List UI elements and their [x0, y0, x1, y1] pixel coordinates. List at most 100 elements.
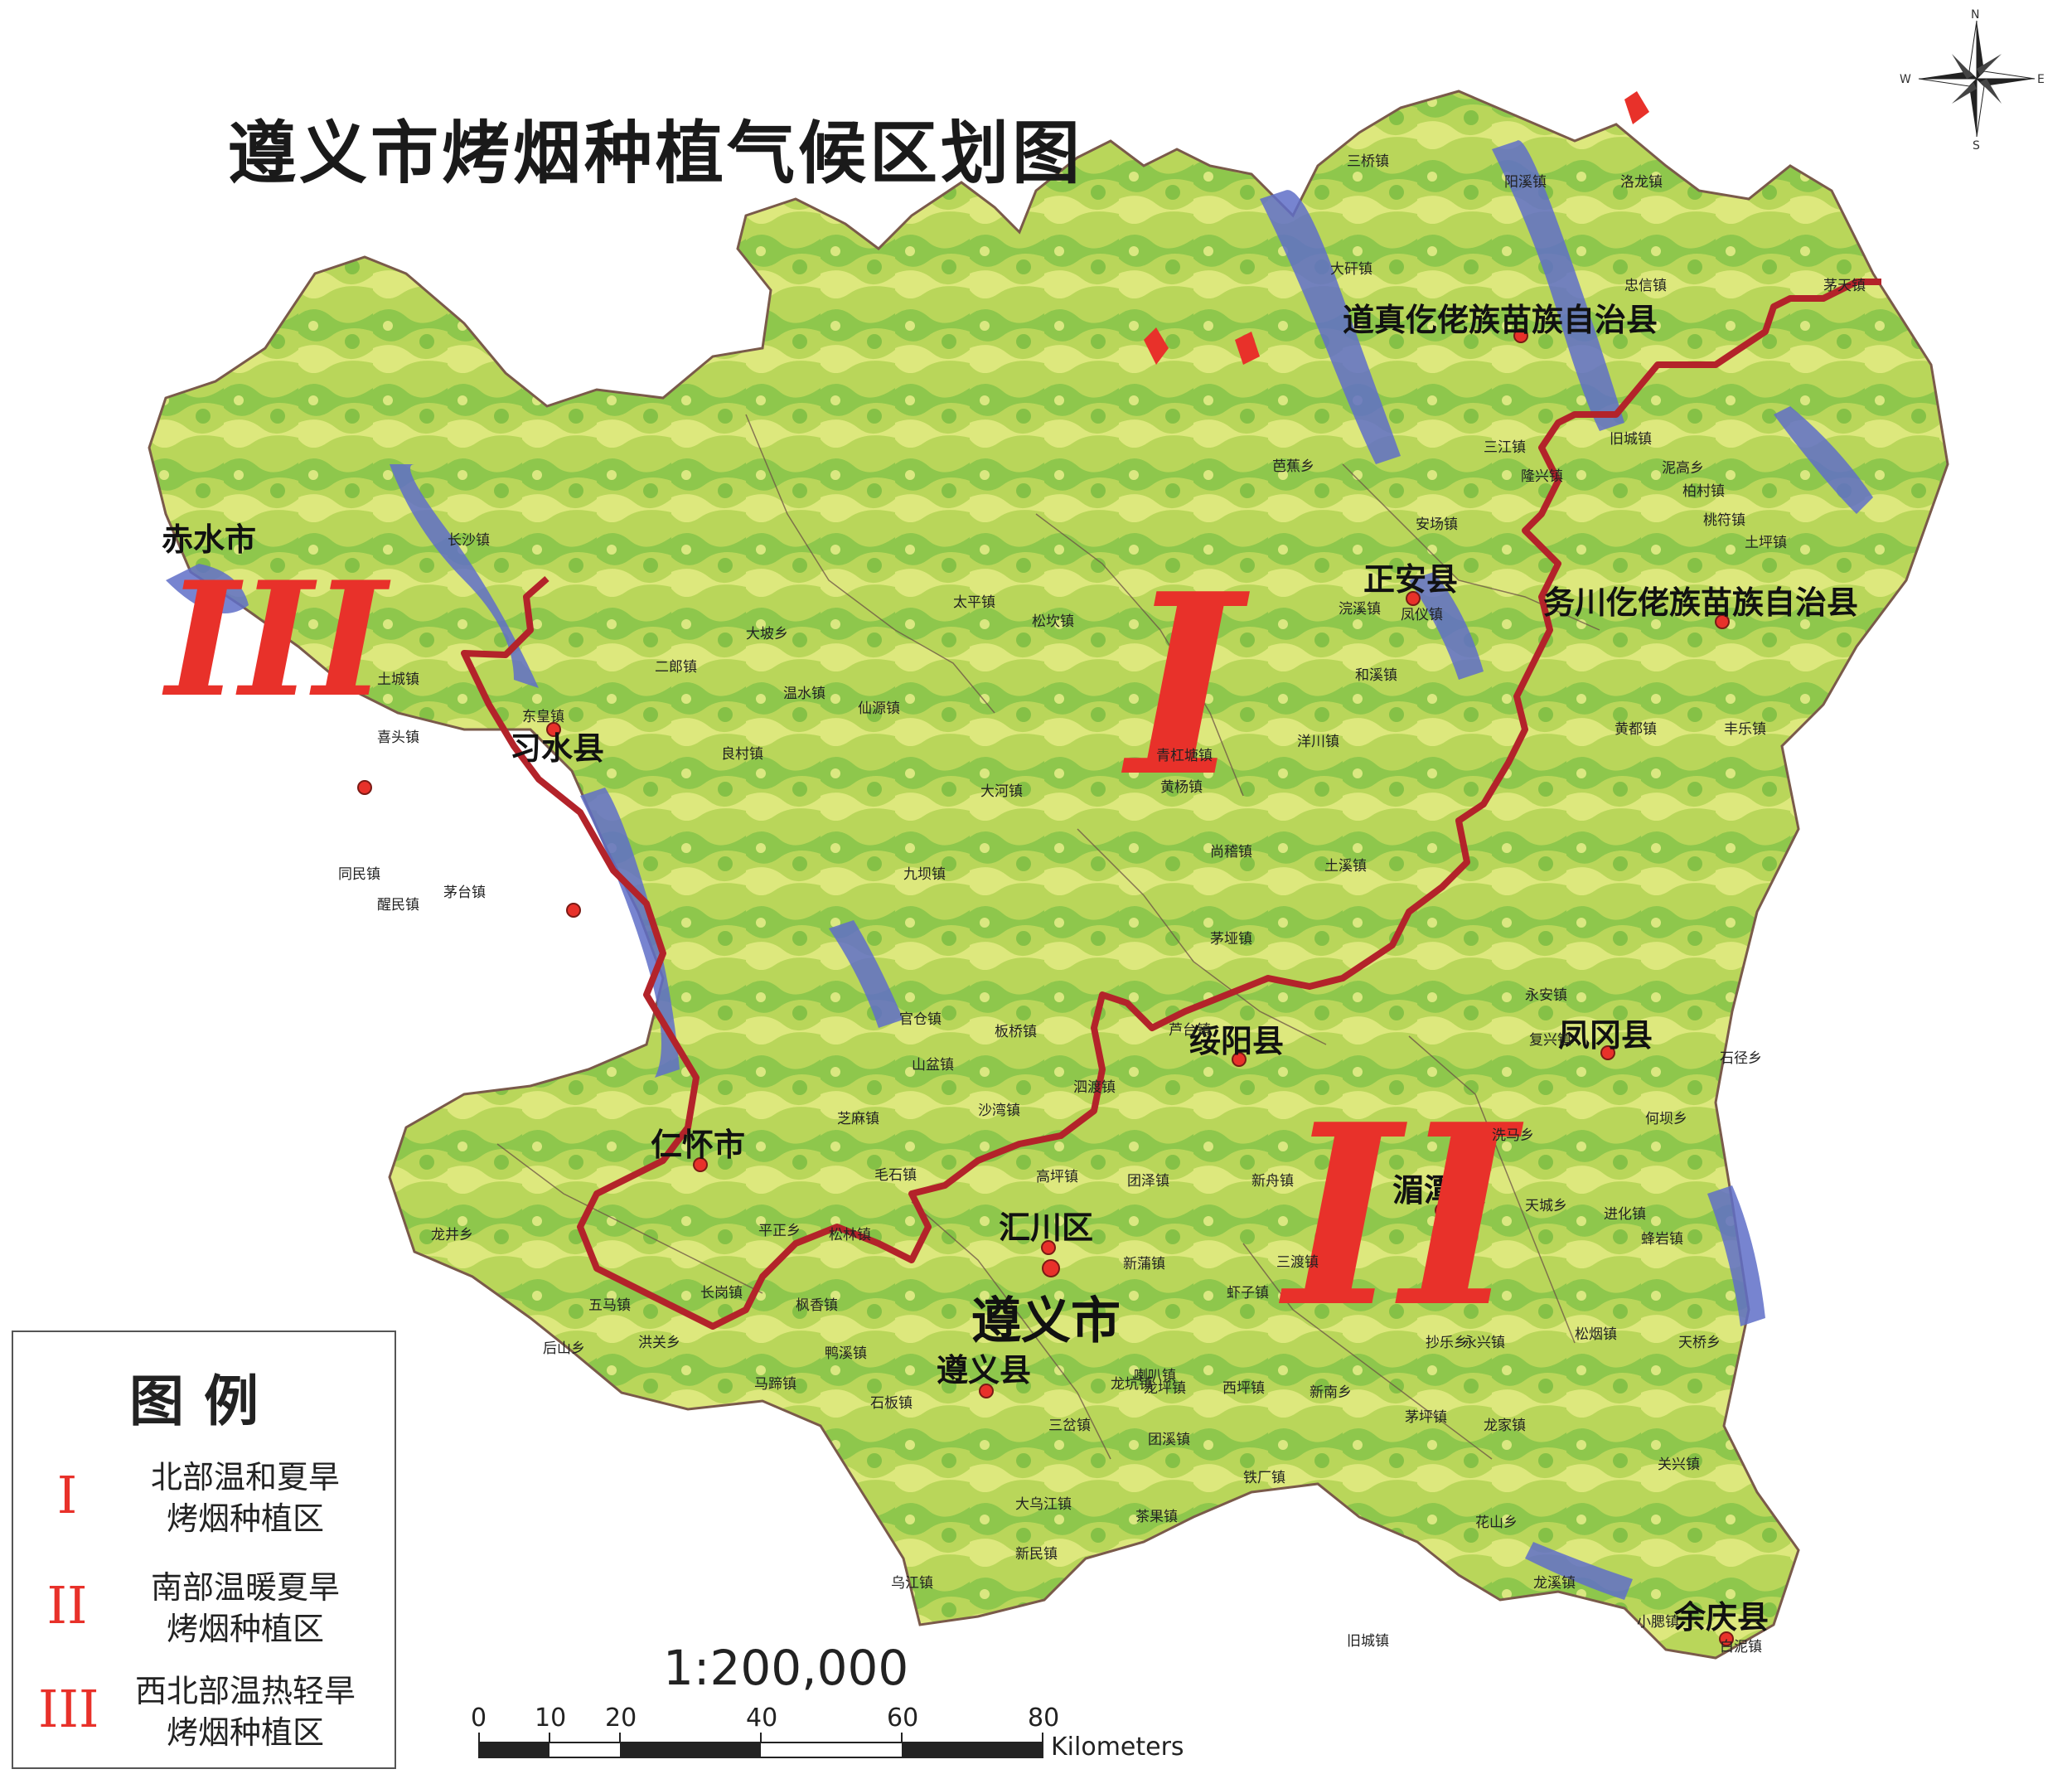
town-label: 铁厂镇	[1243, 1470, 1285, 1486]
town-label: 龙家镇	[1484, 1418, 1526, 1434]
town-label: 抄乐乡	[1426, 1335, 1468, 1351]
town-label: 旧城镇	[1610, 431, 1652, 448]
town-label: 二郎镇	[655, 659, 697, 676]
legend-text-line: 北部温和夏旱	[150, 1459, 340, 1495]
town-label: 新蒲镇	[1123, 1256, 1165, 1272]
county-seat-dots	[357, 328, 1734, 1646]
town-label: 新民镇	[1015, 1546, 1058, 1563]
town-label: 三渡镇	[1276, 1254, 1319, 1271]
legend-text-line: 烤烟种植区	[166, 1611, 324, 1647]
internal-boundaries	[496, 414, 1600, 1460]
legend-text: 北部温和夏旱 烤烟种植区	[104, 1457, 386, 1539]
town-label: 喇叭镇	[1134, 1368, 1176, 1384]
town-label: 大河镇	[980, 783, 1023, 800]
town-label: 土坪镇	[1745, 535, 1787, 551]
town-label: 龙井乡	[431, 1227, 473, 1243]
scale-tick-label: 10	[535, 1704, 567, 1733]
town-label: 茅垭镇	[1210, 931, 1252, 948]
town-label: 松坎镇	[1032, 613, 1074, 630]
town-label: 凤仪镇	[1401, 607, 1443, 623]
town-label: 泗渡镇	[1073, 1079, 1116, 1096]
legend-numeral: II	[46, 1575, 88, 1636]
compass-rose	[1918, 20, 2036, 138]
town-label: 西坪镇	[1222, 1380, 1265, 1397]
town-label: 泥高乡	[1662, 460, 1704, 477]
town-label: 仙源镇	[858, 700, 900, 717]
scale-unit: Kilometers	[1051, 1733, 1184, 1762]
town-label: 喜头镇	[377, 729, 419, 746]
town-label: 白泥镇	[1720, 1639, 1762, 1655]
town-label: 九坝镇	[903, 866, 946, 883]
town-label: 温水镇	[783, 686, 825, 702]
town-label: 大乌江镇	[1015, 1496, 1072, 1513]
town-label: 山盆镇	[912, 1057, 954, 1074]
legend-text-line: 西北部温热轻旱	[134, 1673, 356, 1709]
town-label: 三桥镇	[1347, 153, 1389, 170]
town-label: 关兴镇	[1658, 1457, 1700, 1473]
zone-numeral-iii: III	[166, 547, 387, 732]
town-label: 三江镇	[1484, 439, 1526, 456]
legend-text-line: 烤烟种植区	[166, 1714, 324, 1751]
county-label: 正安县	[1363, 561, 1459, 598]
county-label: 遵义县	[937, 1352, 1032, 1389]
town-label: 马蹄镇	[754, 1376, 796, 1393]
town-label: 丰乐镇	[1724, 721, 1766, 738]
county-label: 习水县	[510, 730, 605, 767]
legend-item-zone-ii: II 南部温暖夏旱 烤烟种植区	[38, 1567, 386, 1658]
town-label: 高坪镇	[1036, 1169, 1078, 1185]
town-label: 龙坑镇	[1111, 1376, 1153, 1393]
legend-text-line: 南部温暖夏旱	[150, 1569, 340, 1606]
zone-numeral-ii: II	[1285, 1069, 1518, 1362]
legend-box: 图例 I 北部温和夏旱 烤烟种植区 II 南部温暖夏旱 烤烟种植区 III 西北…	[12, 1330, 396, 1769]
town-label: 浣溪镇	[1339, 601, 1381, 618]
town-label: 大矸镇	[1330, 261, 1372, 278]
town-label: 长岗镇	[700, 1285, 743, 1301]
town-label: 同民镇	[338, 866, 380, 883]
map-title: 遵义市烤烟种植气候区划图	[228, 114, 1084, 193]
town-label: 永安镇	[1525, 987, 1567, 1004]
town-label: 阳溪镇	[1504, 174, 1547, 191]
town-label: 松林镇	[829, 1227, 871, 1243]
town-label: 太平镇	[953, 594, 995, 611]
scale-bar	[478, 1733, 1043, 1758]
town-label: 新南乡	[1310, 1384, 1352, 1401]
scale-tick-label: 0	[471, 1704, 487, 1733]
town-label: 石板镇	[870, 1395, 913, 1412]
county-label: 余庆县	[1674, 1599, 1769, 1636]
town-label: 进化镇	[1604, 1206, 1646, 1223]
county-label: 凤冈县	[1558, 1017, 1653, 1054]
high-peaks	[1144, 91, 1649, 365]
town-label: 洪关乡	[638, 1335, 680, 1351]
town-label: 旧城镇	[1347, 1633, 1389, 1650]
town-label: 平正乡	[758, 1223, 801, 1239]
town-label: 和溪镇	[1355, 667, 1397, 684]
town-label: 复兴镇	[1529, 1032, 1571, 1049]
town-label: 尚稽镇	[1210, 844, 1252, 860]
river-valleys	[166, 140, 1873, 1600]
town-label: 永兴镇	[1463, 1335, 1505, 1351]
zone-numeral-i: I	[1127, 539, 1244, 831]
town-label: 小腮镇	[1637, 1614, 1679, 1631]
town-label: 蜂岩镇	[1641, 1231, 1683, 1248]
town-label: 桃符镇	[1703, 512, 1745, 529]
town-label: 五马镇	[588, 1297, 631, 1314]
zone-boundary-line	[461, 279, 1881, 1330]
town-label: 芝麻镇	[837, 1111, 879, 1127]
town-label: 新舟镇	[1251, 1173, 1294, 1190]
legend-text: 西北部温热轻旱 烤烟种植区	[104, 1670, 386, 1753]
town-label: 洗马乡	[1492, 1127, 1534, 1144]
town-label: 龙溪镇	[1533, 1575, 1576, 1592]
town-label: 松烟镇	[1575, 1326, 1617, 1343]
town-label: 花山乡	[1475, 1515, 1518, 1531]
town-label: 土城镇	[377, 671, 419, 688]
scale-tick-label: 40	[746, 1704, 778, 1733]
town-label: 良村镇	[721, 746, 763, 763]
town-label: 黄都镇	[1615, 721, 1657, 738]
legend-numeral: I	[56, 1465, 78, 1525]
town-label: 天城乡	[1525, 1198, 1567, 1214]
compass-west-label: W	[1900, 73, 1911, 86]
town-label: 东皇镇	[522, 709, 564, 725]
town-label: 芭蕉乡	[1272, 458, 1314, 475]
town-label: 团泽镇	[1127, 1173, 1169, 1190]
